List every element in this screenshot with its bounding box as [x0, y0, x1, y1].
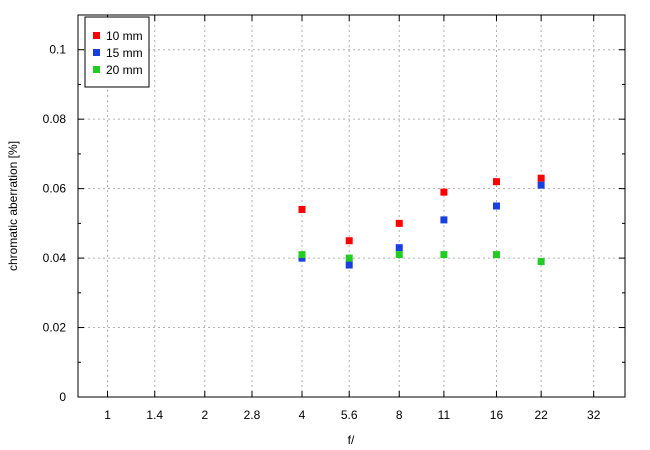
- x-tick-label: 8: [396, 408, 403, 422]
- x-axis-label: f/: [348, 433, 355, 447]
- data-points: [298, 174, 545, 269]
- ticks: 1 1.4 2 2.8 4 5.6 8 11 16 22 32 0 0.02 0.04 0.06 0.08 0.…: [43, 15, 625, 422]
- y-tick-label: 0.04: [43, 251, 67, 265]
- point-20mm: [298, 251, 306, 259]
- x-tick-label: 1: [104, 408, 111, 422]
- point-10mm: [492, 178, 500, 186]
- point-20mm: [537, 258, 545, 266]
- x-tick-label: 22: [534, 408, 548, 422]
- y-tick-label: 0.02: [43, 321, 67, 335]
- legend-marker: [93, 49, 100, 56]
- x-tick-label: 11: [438, 408, 451, 422]
- x-tick-label: 5.6: [341, 408, 358, 422]
- point-15mm: [492, 202, 500, 210]
- y-axis-label: chromatic aberration [%]: [6, 141, 20, 271]
- point-10mm: [345, 237, 353, 245]
- point-20mm: [395, 251, 403, 259]
- legend-marker: [93, 32, 100, 39]
- point-20mm: [492, 251, 500, 259]
- x-tick-label: 32: [587, 408, 601, 422]
- point-15mm: [440, 216, 448, 224]
- x-tick-label: 2.8: [244, 408, 261, 422]
- x-tick-label: 2: [201, 408, 208, 422]
- legend: 10 mm 15 mm 20 mm: [84, 16, 150, 88]
- y-tick-label: 0.1: [49, 43, 66, 57]
- x-tick-label: 1.4: [146, 408, 163, 422]
- point-15mm: [395, 244, 403, 252]
- point-20mm: [440, 251, 448, 259]
- point-10mm: [537, 174, 545, 182]
- legend-label: 20 mm: [106, 63, 143, 77]
- x-tick-label: 16: [490, 408, 504, 422]
- point-10mm: [298, 205, 306, 213]
- point-10mm: [395, 219, 403, 227]
- legend-label: 10 mm: [106, 29, 143, 43]
- y-tick-label: 0: [59, 390, 66, 404]
- point-20mm: [345, 254, 353, 262]
- legend-label: 15 mm: [106, 46, 143, 60]
- point-15mm: [537, 181, 545, 189]
- grid: [78, 15, 625, 397]
- y-tick-label: 0.06: [43, 182, 67, 196]
- plot-frame: [77, 14, 626, 398]
- point-15mm: [345, 261, 353, 269]
- x-tick-label: 4: [299, 408, 306, 422]
- point-10mm: [440, 188, 448, 196]
- y-tick-label: 0.08: [43, 112, 67, 126]
- legend-marker: [93, 66, 100, 73]
